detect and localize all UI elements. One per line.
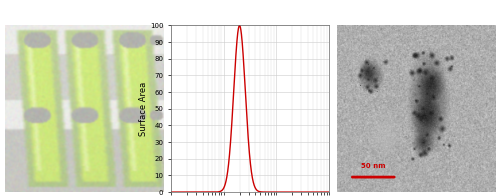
Text: 50 nm: 50 nm [361,163,386,169]
Y-axis label: Surface Area: Surface Area [140,82,148,136]
